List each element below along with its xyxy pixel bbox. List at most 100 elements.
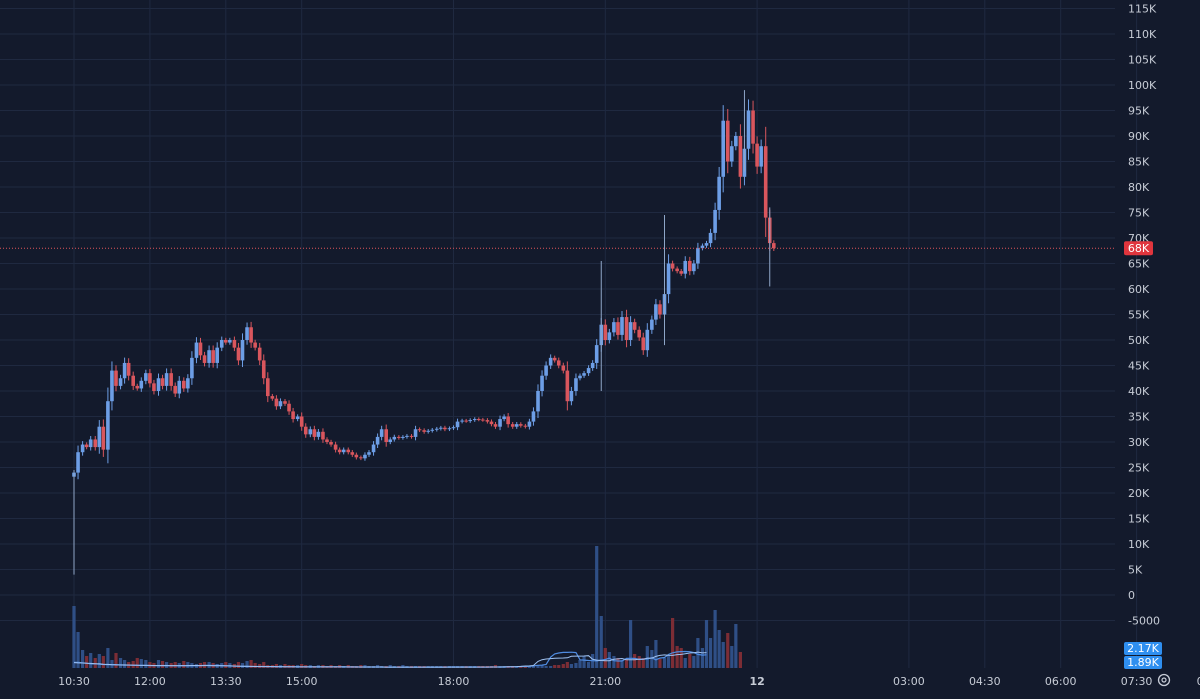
candle-body	[257, 347, 262, 361]
candle-body	[367, 452, 371, 455]
candle-body	[417, 429, 422, 431]
y-tick-label: 45K	[1128, 360, 1150, 373]
time-axis[interactable]: 10:30 12:00 13:30 15:00 18:00 21:00 12 03:00 04:…	[58, 675, 1200, 688]
candle-body	[556, 360, 561, 366]
candle-body	[253, 342, 257, 348]
candle-body	[350, 452, 355, 455]
candle-body	[211, 350, 215, 363]
candle-body	[303, 426, 308, 435]
volume-bar	[549, 666, 553, 668]
volume-bar	[679, 648, 683, 668]
candle-body	[240, 340, 245, 361]
volume-bar	[574, 663, 578, 668]
volume-bar	[662, 658, 667, 668]
candle-body	[506, 416, 510, 425]
volume-bar	[224, 662, 228, 668]
y-tick-label: 80K	[1128, 181, 1150, 194]
candle-body	[379, 429, 384, 437]
x-tick-label: 21:00	[589, 675, 621, 688]
candle-body	[232, 340, 237, 348]
candle-body	[645, 329, 650, 351]
candle-body	[514, 424, 519, 427]
candlesticks	[72, 90, 776, 575]
x-tick-label: 07:30	[1121, 675, 1153, 688]
y-tick-label: 105K	[1128, 54, 1157, 67]
candle-body	[278, 401, 283, 407]
volume-bar	[72, 606, 76, 668]
candle-body	[202, 355, 207, 363]
y-tick-label: 90K	[1128, 130, 1150, 143]
candle-body	[388, 439, 393, 442]
price-axis[interactable]: 115K110K105K100K95K90K85K80K75K70K65K60K…	[1128, 3, 1160, 628]
candle-body	[670, 263, 675, 269]
candle-body	[590, 362, 595, 369]
candle-body	[713, 209, 717, 233]
volume-bar	[85, 656, 89, 668]
volume-bar	[540, 665, 544, 668]
candle-body	[337, 449, 342, 453]
y-tick-label: 0	[1128, 589, 1135, 602]
volume-bar	[717, 630, 721, 668]
candle-body	[295, 416, 300, 420]
candle-body	[586, 368, 591, 374]
volume-label-bg	[1124, 642, 1162, 655]
candle-body	[565, 370, 570, 402]
candle-body	[455, 421, 460, 428]
candle-body	[510, 424, 515, 427]
y-tick-label: 115K	[1128, 3, 1157, 16]
candle-body	[325, 439, 329, 442]
candle-body	[397, 436, 401, 438]
candle-body	[106, 401, 110, 450]
candle-body	[219, 340, 224, 348]
volume-bar	[658, 659, 662, 668]
candle-body	[548, 357, 553, 366]
candle-body	[683, 260, 688, 274]
volume-bar	[587, 662, 591, 668]
candle-body	[763, 146, 768, 218]
volume-bar	[708, 638, 713, 668]
candle-body	[384, 429, 389, 442]
settings-icon[interactable]	[1157, 673, 1171, 687]
x-tick-label: 04:30	[969, 675, 1001, 688]
candle-body	[173, 385, 177, 394]
volume-bar	[734, 624, 738, 668]
x-tick-label: 13:30	[210, 675, 242, 688]
candle-body	[654, 304, 658, 320]
candle-body	[430, 429, 435, 431]
candle-body	[624, 317, 629, 340]
volume-bar	[561, 664, 565, 668]
volume-bar	[76, 632, 80, 668]
candle-body	[152, 383, 156, 391]
candle-body	[650, 319, 654, 330]
volume-bar	[696, 638, 700, 668]
candle-body	[401, 436, 405, 438]
x-tick-label: 12	[749, 675, 764, 688]
candle-body	[607, 332, 612, 340]
volume-bar	[253, 663, 257, 668]
current-price-badge: 68K	[1124, 241, 1153, 256]
candle-body	[616, 322, 620, 335]
y-tick-label: 95K	[1128, 105, 1150, 118]
volume-bar	[544, 666, 548, 668]
candle-body	[409, 435, 414, 437]
candle-body	[169, 373, 173, 386]
candle-body	[312, 429, 317, 437]
candle-body	[725, 120, 730, 162]
volume-bar	[599, 616, 603, 668]
candle-body	[135, 385, 140, 389]
volume-bar	[156, 660, 161, 668]
current-price-badge-bg	[1124, 241, 1153, 256]
candle-body	[451, 427, 456, 429]
y-tick-label: 25K	[1128, 462, 1150, 475]
volume-bar	[582, 656, 586, 668]
y-tick-label: 15K	[1128, 513, 1150, 526]
candle-body	[603, 324, 608, 340]
candle-body	[118, 378, 123, 386]
volume-bar	[240, 663, 245, 668]
x-tick-label: 18:00	[438, 675, 470, 688]
candle-body	[354, 454, 359, 458]
candle-body	[498, 419, 502, 427]
